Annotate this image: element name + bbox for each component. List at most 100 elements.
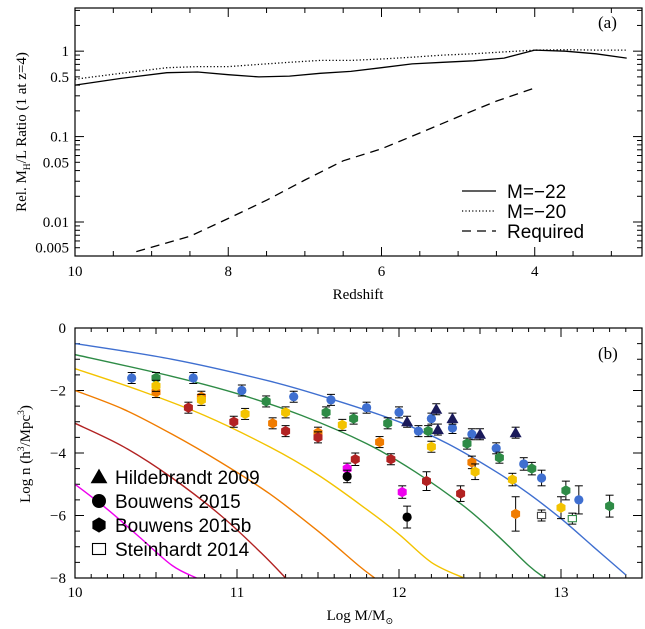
data-point xyxy=(342,463,352,474)
data-point xyxy=(375,436,385,448)
y-tick-label: 0.5 xyxy=(50,70,69,86)
data-point xyxy=(362,403,372,413)
panel-b-legend: Hildebrandt 2009 Bouwens 2015 Bouwens 2015… xyxy=(90,468,260,561)
data-point xyxy=(281,425,291,437)
data-point xyxy=(268,418,278,429)
data-point xyxy=(289,392,299,402)
data-point xyxy=(536,473,547,483)
panel-b-points xyxy=(127,372,615,532)
data-point xyxy=(467,457,477,468)
data-point xyxy=(91,542,107,556)
panel-a-frame xyxy=(74,7,643,257)
data-point xyxy=(261,396,271,407)
data-point xyxy=(556,502,566,513)
panel-a-ticks xyxy=(74,8,642,257)
panel-a-label: (a) xyxy=(598,13,617,32)
data-point xyxy=(349,413,359,424)
panel-b: (b) 10 11 12 13 0 −2 −4 −6 −8 Log M/M⊙ Log n (h… xyxy=(17,321,643,627)
legend-label: Bouwens 2015b xyxy=(115,516,251,537)
y-tick-label: −8 xyxy=(50,571,66,587)
y-tick-label: −4 xyxy=(50,446,66,462)
data-point xyxy=(511,508,521,520)
data-point xyxy=(342,471,352,482)
data-point xyxy=(183,402,193,413)
y-tick-label: −2 xyxy=(50,384,66,400)
data-point xyxy=(313,432,323,443)
data-point xyxy=(423,425,433,437)
data-point xyxy=(422,475,431,487)
data-point xyxy=(92,494,106,508)
data-point xyxy=(462,438,472,449)
legend-label: M=−20 xyxy=(507,202,566,223)
panel-a-x-tick-labels: 10 8 6 4 xyxy=(68,264,539,280)
y-tick-label: 0.05 xyxy=(43,155,69,171)
data-point xyxy=(527,463,537,474)
data-point xyxy=(567,514,577,523)
data-point xyxy=(337,419,347,431)
series-line xyxy=(74,49,627,86)
data-point xyxy=(491,443,501,453)
x-tick-label: 8 xyxy=(224,264,232,280)
data-point xyxy=(326,395,336,405)
x-tick-label: 6 xyxy=(378,264,386,280)
data-point xyxy=(386,454,396,465)
series-line xyxy=(136,87,535,253)
panel-b-x-axis-title: Log M/M⊙ xyxy=(327,608,394,627)
data-point xyxy=(474,428,486,439)
y-tick-label: −6 xyxy=(50,509,66,525)
legend-label: Required xyxy=(507,222,584,243)
data-point xyxy=(507,474,517,485)
y-tick-label: 0.005 xyxy=(35,241,69,257)
data-point xyxy=(426,414,436,424)
x-tick-label: 13 xyxy=(554,585,569,601)
panel-a-x-axis-title: Redshift xyxy=(333,287,385,303)
data-point xyxy=(426,441,436,452)
data-point xyxy=(401,415,414,427)
data-point xyxy=(394,407,404,417)
x-tick-label: 11 xyxy=(230,585,244,601)
panel-b-x-tick-labels: 10 11 12 13 xyxy=(68,585,569,601)
data-point xyxy=(447,423,458,433)
legend-label: Bouwens 2015 xyxy=(115,492,241,513)
data-point xyxy=(467,429,477,439)
data-point xyxy=(561,485,571,496)
panel-b-frame xyxy=(74,327,643,579)
data-point xyxy=(229,416,239,427)
panel-b-y-axis-title: Log n (h3/Mpc3) xyxy=(17,405,34,503)
x-tick-label: 10 xyxy=(68,264,83,280)
data-point xyxy=(196,394,206,406)
y-tick-label: 0.1 xyxy=(50,130,69,146)
data-point xyxy=(350,454,360,465)
data-point xyxy=(519,459,529,469)
x-tick-label: 12 xyxy=(392,585,407,601)
data-point xyxy=(430,403,443,414)
legend-label: M=−22 xyxy=(507,182,566,203)
data-point xyxy=(605,500,615,512)
data-point xyxy=(494,452,504,463)
data-point xyxy=(574,495,584,505)
data-point xyxy=(188,373,198,383)
panel-a-y-axis-title: Rel. MH/L Ratio (1 at z=4) xyxy=(14,52,33,212)
legend-label: Steinhardt 2014 xyxy=(115,540,250,561)
data-point xyxy=(397,486,407,498)
data-point xyxy=(321,407,331,418)
panel-b-ticks xyxy=(74,327,643,579)
data-point xyxy=(92,517,106,533)
data-point xyxy=(509,426,522,438)
model-curve xyxy=(75,389,376,578)
x-tick-label: 4 xyxy=(531,264,539,280)
y-tick-label: 0 xyxy=(59,321,67,337)
data-point xyxy=(127,373,137,383)
data-point xyxy=(240,408,250,420)
data-point xyxy=(536,511,547,520)
data-point xyxy=(470,466,480,477)
data-point xyxy=(431,423,444,435)
y-tick-label: 1 xyxy=(62,44,70,60)
data-point xyxy=(383,418,393,429)
panel-a-y-tick-labels: 0.005 0.01 0.05 0.1 0.5 1 xyxy=(35,44,69,257)
legend-label: Hildebrandt 2009 xyxy=(115,468,260,489)
panel-b-label: (b) xyxy=(598,344,618,363)
